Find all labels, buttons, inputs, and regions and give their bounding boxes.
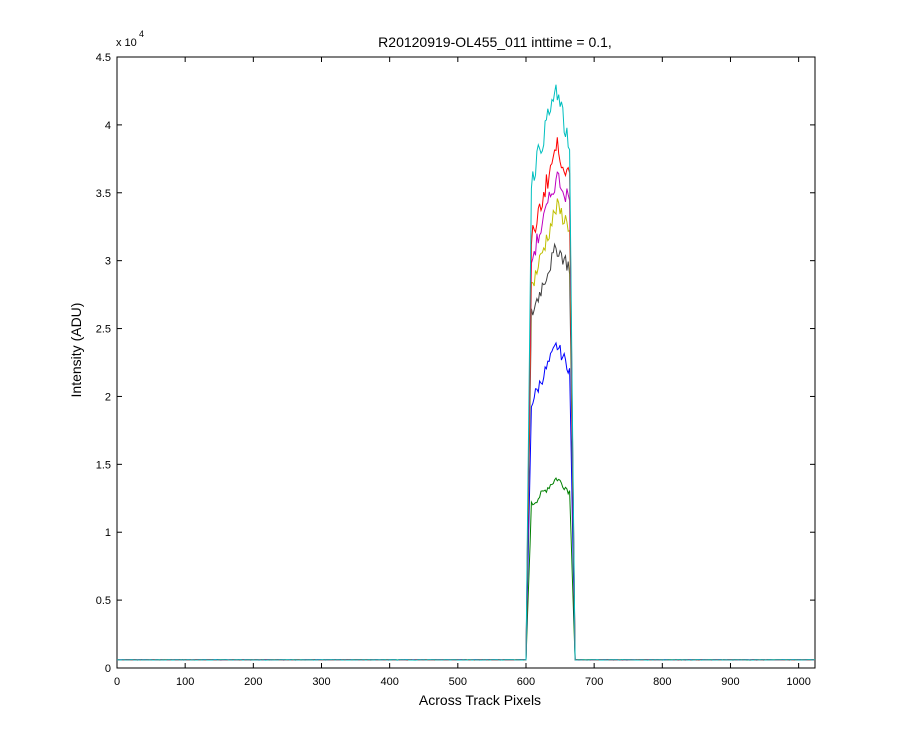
- y-tick-label: 2: [105, 391, 111, 403]
- x-tick-label: 200: [244, 676, 262, 688]
- x-tick-label: 100: [176, 676, 194, 688]
- y-tick-label: 3: [105, 256, 111, 268]
- x-tick-label: 700: [585, 676, 603, 688]
- y-exponent-power: 4: [139, 29, 144, 39]
- x-tick-label: 1000: [786, 676, 810, 688]
- y-tick-label: 0.5: [96, 595, 111, 607]
- y-tick-label: 4: [105, 120, 111, 132]
- x-axis-label: Across Track Pixels: [419, 692, 541, 708]
- plot-frame: [116, 56, 816, 669]
- x-tick-label: 400: [380, 676, 398, 688]
- x-tick-label: 800: [653, 676, 671, 688]
- x-tick-label: 500: [449, 676, 467, 688]
- y-tick-label: 0: [105, 663, 111, 675]
- y-tick-label: 1.5: [96, 459, 111, 471]
- y-tick-label: 2.5: [96, 324, 111, 336]
- chart-title: R20120919-OL455_011 inttime = 0.1,: [378, 34, 612, 50]
- y-exponent-label: x 10: [116, 37, 137, 49]
- x-tick-label: 900: [721, 676, 739, 688]
- y-tick-label: 4.5: [96, 52, 111, 64]
- x-tick-label: 600: [517, 676, 535, 688]
- y-tick-label: 3.5: [96, 188, 111, 200]
- x-tick-label: 0: [114, 676, 120, 688]
- series-line-7: [116, 84, 815, 661]
- plot-area: 0 100 200 300 400 500 600 700 800 900 1000 0 0.5 1 1.5…: [96, 52, 816, 688]
- y-axis-label: Intensity (ADU): [68, 303, 84, 398]
- x-tick-label: 300: [312, 676, 330, 688]
- y-tick-label: 1: [105, 527, 111, 539]
